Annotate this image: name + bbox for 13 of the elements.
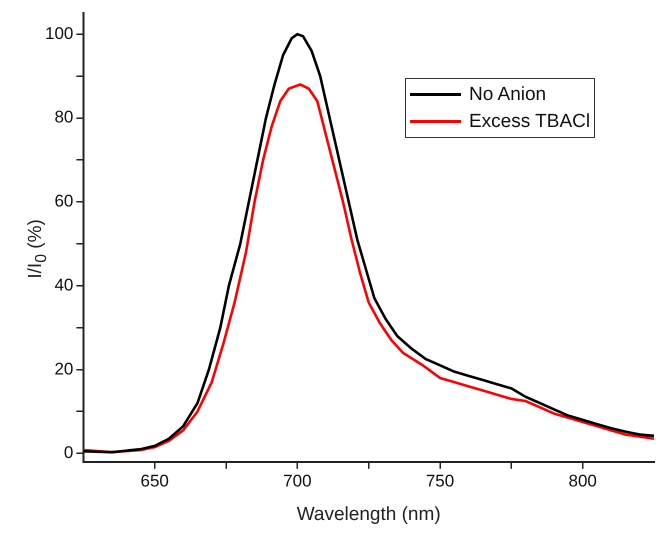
legend-label: No Anion xyxy=(469,84,546,106)
x-tick-label: 800 xyxy=(568,472,597,491)
y-tick-label: 60 xyxy=(54,192,74,211)
x-axis-title: Wavelength (nm) xyxy=(296,504,441,525)
x-tick-label: 650 xyxy=(140,472,169,491)
x-tick-label: 700 xyxy=(283,472,312,491)
x-tick-label: 750 xyxy=(426,472,454,491)
y-tick-label: 40 xyxy=(54,275,74,294)
y-tick-label: 0 xyxy=(64,443,74,462)
y-tick-label: 80 xyxy=(54,108,74,127)
y-tick-label: 20 xyxy=(54,359,74,378)
y-tick-label: 100 xyxy=(44,24,74,43)
legend-label: Excess TBACl xyxy=(469,110,590,132)
